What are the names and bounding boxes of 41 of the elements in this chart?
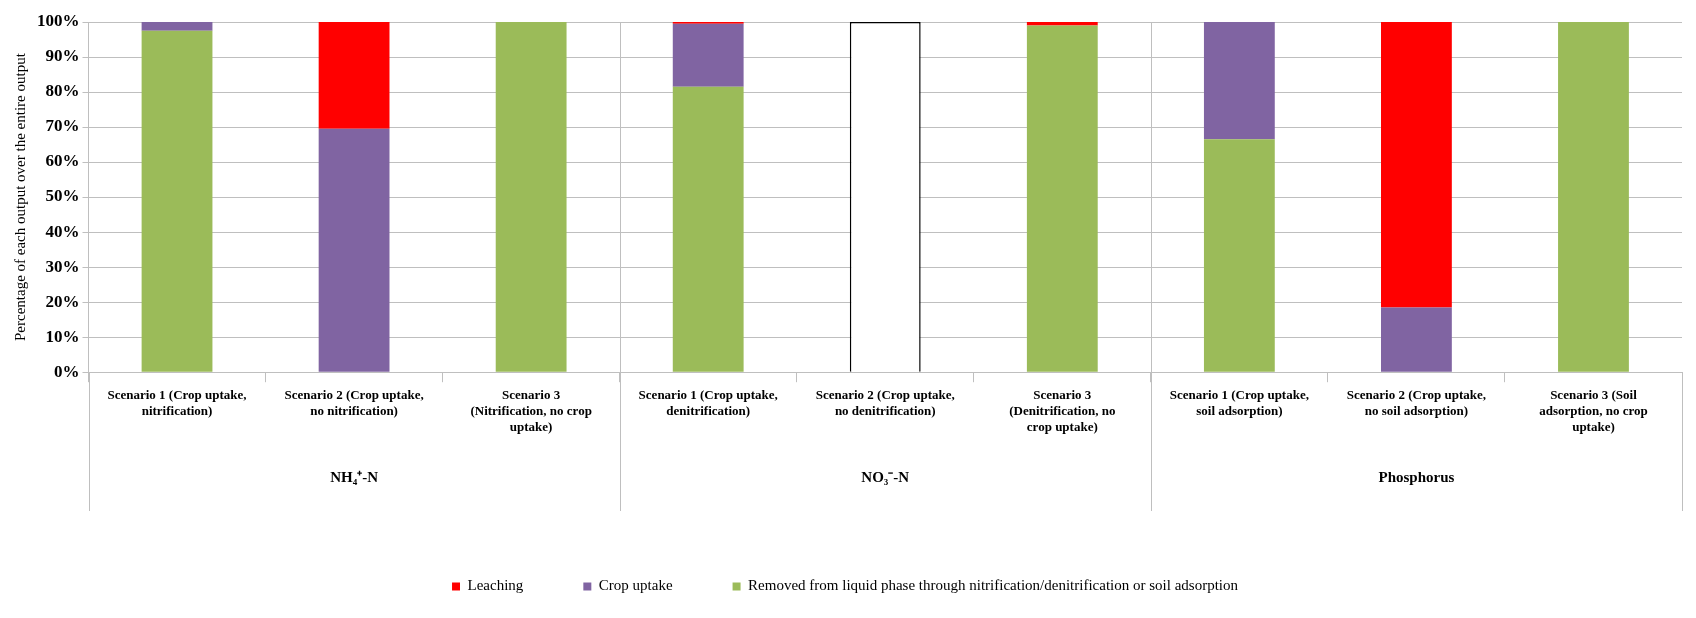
bar bbox=[1026, 22, 1098, 26]
x-tick-label: Scenario 2 (Crop uptake, no soil adsorption) bbox=[1346, 387, 1486, 418]
legend-label: Leaching bbox=[467, 577, 524, 594]
text: Phosphorus bbox=[1378, 468, 1455, 485]
x-tick-label: Scenario 2 (Crop uptake, no denitrification) bbox=[815, 387, 955, 418]
y-axis-title: Percentage of each output over the entire output bbox=[11, 52, 28, 342]
bar bbox=[141, 22, 213, 31]
legend-label: Crop uptake bbox=[598, 577, 673, 594]
x-tick-label: Scenario 3 (Soil adsorption, no crop uptake) bbox=[1539, 387, 1648, 434]
bar bbox=[1203, 22, 1275, 140]
text: NO₃⁻-N bbox=[861, 468, 910, 485]
bar bbox=[1381, 307, 1452, 372]
y-tick-label: 10% bbox=[45, 326, 80, 346]
bar bbox=[495, 22, 567, 372]
y-tick-label: 30% bbox=[45, 256, 80, 276]
y-tick-label: 40% bbox=[45, 221, 80, 241]
y-tick-label: 50% bbox=[45, 186, 80, 206]
y-tick-label: 90% bbox=[45, 46, 80, 66]
x-tick-label: Scenario 2 (Crop uptake, no nitrification) bbox=[284, 387, 424, 418]
legend-label: Removed from liquid phase through nitrification/denitrification or soil adsorption bbox=[748, 577, 1239, 594]
y-tick-label: 60% bbox=[45, 151, 80, 171]
y-tick-label: 100% bbox=[37, 11, 80, 31]
x-tick-label: Scenario 3 (Nitrification, no crop uptake) bbox=[470, 387, 592, 434]
x-tick-label: Scenario 1 (Crop uptake, soil adsorption) bbox=[1169, 387, 1309, 418]
bar bbox=[141, 30, 213, 372]
bar bbox=[672, 23, 744, 87]
bar bbox=[672, 86, 744, 372]
text: NH₄⁺-N bbox=[330, 468, 379, 485]
bar bbox=[1381, 22, 1452, 308]
bar bbox=[1203, 139, 1275, 372]
y-tick-label: 70% bbox=[45, 116, 80, 136]
bar bbox=[1026, 25, 1098, 372]
x-tick-label: Scenario 1 (Crop uptake, nitrification) bbox=[107, 387, 247, 418]
bar bbox=[318, 128, 390, 372]
y-tick-label: 80% bbox=[45, 81, 80, 101]
x-tick-label: Scenario 3 (Denitrification, no crop uptake) bbox=[1009, 387, 1116, 434]
y-tick-label: 20% bbox=[45, 291, 80, 311]
y-tick-label: 0% bbox=[54, 361, 80, 381]
bar bbox=[318, 22, 390, 129]
bar bbox=[1558, 22, 1629, 372]
x-tick-label: Scenario 1 (Crop uptake, denitrification) bbox=[638, 387, 778, 418]
